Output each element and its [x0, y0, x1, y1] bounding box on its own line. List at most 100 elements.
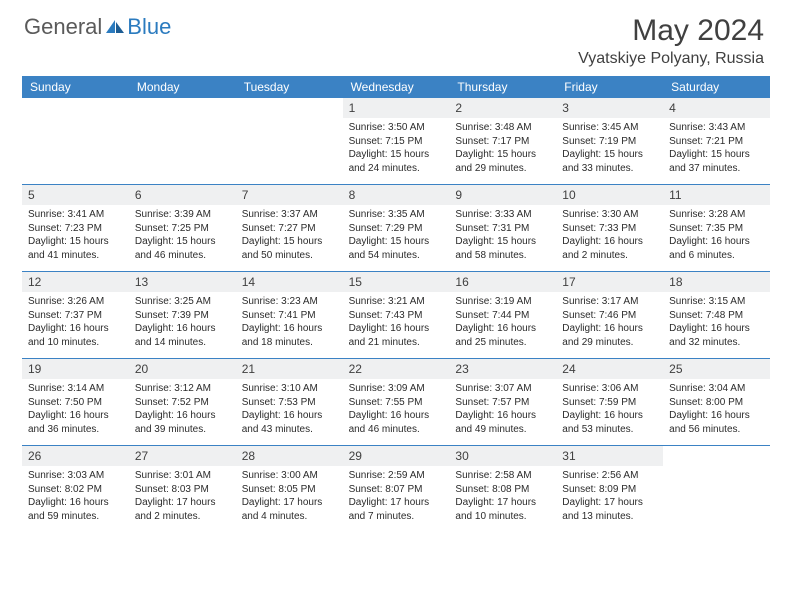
calendar-day: 30Sunrise: 2:58 AMSunset: 8:08 PMDayligh…: [449, 446, 556, 532]
calendar-day: 20Sunrise: 3:12 AMSunset: 7:52 PMDayligh…: [129, 359, 236, 445]
title-block: May 2024 Vyatskiye Polyany, Russia: [578, 14, 764, 68]
sunset-text: Sunset: 7:50 PM: [28, 396, 123, 410]
weekday-header: Saturday: [663, 76, 770, 98]
daylight-text: Daylight: 15 hours and 41 minutes.: [28, 235, 123, 262]
calendar-day: 31Sunrise: 2:56 AMSunset: 8:09 PMDayligh…: [556, 446, 663, 532]
calendar-day: 28Sunrise: 3:00 AMSunset: 8:05 PMDayligh…: [236, 446, 343, 532]
sunset-text: Sunset: 7:46 PM: [562, 309, 657, 323]
day-number: 30: [449, 446, 556, 466]
location-text: Vyatskiye Polyany, Russia: [578, 50, 764, 68]
calendar-week: 26Sunrise: 3:03 AMSunset: 8:02 PMDayligh…: [22, 446, 770, 532]
sunrise-text: Sunrise: 3:33 AM: [455, 208, 550, 222]
sunset-text: Sunset: 7:37 PM: [28, 309, 123, 323]
calendar-day: 3Sunrise: 3:45 AMSunset: 7:19 PMDaylight…: [556, 98, 663, 184]
sunset-text: Sunset: 7:23 PM: [28, 222, 123, 236]
calendar: Sunday Monday Tuesday Wednesday Thursday…: [22, 76, 770, 532]
day-details: Sunrise: 3:07 AMSunset: 7:57 PMDaylight:…: [449, 379, 556, 440]
daylight-text: Daylight: 16 hours and 53 minutes.: [562, 409, 657, 436]
calendar-day: 21Sunrise: 3:10 AMSunset: 7:53 PMDayligh…: [236, 359, 343, 445]
day-number: 13: [129, 272, 236, 292]
sunrise-text: Sunrise: 3:37 AM: [242, 208, 337, 222]
sunrise-text: Sunrise: 3:19 AM: [455, 295, 550, 309]
daylight-text: Daylight: 15 hours and 29 minutes.: [455, 148, 550, 175]
weekday-header: Tuesday: [236, 76, 343, 98]
day-details: Sunrise: 3:28 AMSunset: 7:35 PMDaylight:…: [663, 205, 770, 266]
day-number: 3: [556, 98, 663, 118]
daylight-text: Daylight: 17 hours and 13 minutes.: [562, 496, 657, 523]
sunrise-text: Sunrise: 3:15 AM: [669, 295, 764, 309]
sunset-text: Sunset: 8:07 PM: [349, 483, 444, 497]
day-number: 1: [343, 98, 450, 118]
sunrise-text: Sunrise: 3:04 AM: [669, 382, 764, 396]
sunrise-text: Sunrise: 3:35 AM: [349, 208, 444, 222]
calendar-day: 22Sunrise: 3:09 AMSunset: 7:55 PMDayligh…: [343, 359, 450, 445]
sunset-text: Sunset: 7:19 PM: [562, 135, 657, 149]
calendar-day: 9Sunrise: 3:33 AMSunset: 7:31 PMDaylight…: [449, 185, 556, 271]
calendar-day: [22, 98, 129, 184]
sunset-text: Sunset: 7:52 PM: [135, 396, 230, 410]
sunrise-text: Sunrise: 3:48 AM: [455, 121, 550, 135]
sunset-text: Sunset: 7:59 PM: [562, 396, 657, 410]
sunset-text: Sunset: 7:29 PM: [349, 222, 444, 236]
day-number: 31: [556, 446, 663, 466]
calendar-week: 12Sunrise: 3:26 AMSunset: 7:37 PMDayligh…: [22, 272, 770, 359]
sunrise-text: Sunrise: 3:21 AM: [349, 295, 444, 309]
sunset-text: Sunset: 8:00 PM: [669, 396, 764, 410]
sunset-text: Sunset: 7:15 PM: [349, 135, 444, 149]
sunrise-text: Sunrise: 3:01 AM: [135, 469, 230, 483]
sunrise-text: Sunrise: 3:28 AM: [669, 208, 764, 222]
daylight-text: Daylight: 15 hours and 33 minutes.: [562, 148, 657, 175]
daylight-text: Daylight: 16 hours and 49 minutes.: [455, 409, 550, 436]
daylight-text: Daylight: 17 hours and 4 minutes.: [242, 496, 337, 523]
day-details: Sunrise: 3:00 AMSunset: 8:05 PMDaylight:…: [236, 466, 343, 527]
day-details: Sunrise: 3:21 AMSunset: 7:43 PMDaylight:…: [343, 292, 450, 353]
sunset-text: Sunset: 7:21 PM: [669, 135, 764, 149]
weekday-header: Monday: [129, 76, 236, 98]
day-details: Sunrise: 3:17 AMSunset: 7:46 PMDaylight:…: [556, 292, 663, 353]
calendar-day: 2Sunrise: 3:48 AMSunset: 7:17 PMDaylight…: [449, 98, 556, 184]
daylight-text: Daylight: 16 hours and 32 minutes.: [669, 322, 764, 349]
sunrise-text: Sunrise: 3:10 AM: [242, 382, 337, 396]
calendar-day: [663, 446, 770, 532]
sunset-text: Sunset: 7:35 PM: [669, 222, 764, 236]
day-number: 7: [236, 185, 343, 205]
day-number: 20: [129, 359, 236, 379]
brand-text-2: Blue: [127, 14, 171, 40]
day-details: Sunrise: 3:10 AMSunset: 7:53 PMDaylight:…: [236, 379, 343, 440]
day-number: 14: [236, 272, 343, 292]
daylight-text: Daylight: 15 hours and 50 minutes.: [242, 235, 337, 262]
calendar-day: [129, 98, 236, 184]
day-details: Sunrise: 3:30 AMSunset: 7:33 PMDaylight:…: [556, 205, 663, 266]
sunset-text: Sunset: 7:31 PM: [455, 222, 550, 236]
day-number: 15: [343, 272, 450, 292]
sunrise-text: Sunrise: 3:23 AM: [242, 295, 337, 309]
daylight-text: Daylight: 17 hours and 7 minutes.: [349, 496, 444, 523]
day-details: Sunrise: 3:35 AMSunset: 7:29 PMDaylight:…: [343, 205, 450, 266]
sunset-text: Sunset: 7:39 PM: [135, 309, 230, 323]
calendar-day: 29Sunrise: 2:59 AMSunset: 8:07 PMDayligh…: [343, 446, 450, 532]
sunrise-text: Sunrise: 3:25 AM: [135, 295, 230, 309]
day-number: 25: [663, 359, 770, 379]
calendar-day: 27Sunrise: 3:01 AMSunset: 8:03 PMDayligh…: [129, 446, 236, 532]
day-details: Sunrise: 3:43 AMSunset: 7:21 PMDaylight:…: [663, 118, 770, 179]
day-details: Sunrise: 3:06 AMSunset: 7:59 PMDaylight:…: [556, 379, 663, 440]
calendar-week: 5Sunrise: 3:41 AMSunset: 7:23 PMDaylight…: [22, 185, 770, 272]
calendar-day: 25Sunrise: 3:04 AMSunset: 8:00 PMDayligh…: [663, 359, 770, 445]
sunset-text: Sunset: 7:41 PM: [242, 309, 337, 323]
day-number: 10: [556, 185, 663, 205]
calendar-day: 16Sunrise: 3:19 AMSunset: 7:44 PMDayligh…: [449, 272, 556, 358]
daylight-text: Daylight: 16 hours and 29 minutes.: [562, 322, 657, 349]
day-number: 28: [236, 446, 343, 466]
sunrise-text: Sunrise: 2:59 AM: [349, 469, 444, 483]
day-number: 18: [663, 272, 770, 292]
sunset-text: Sunset: 7:53 PM: [242, 396, 337, 410]
sunset-text: Sunset: 8:03 PM: [135, 483, 230, 497]
calendar-day: 23Sunrise: 3:07 AMSunset: 7:57 PMDayligh…: [449, 359, 556, 445]
weekday-header: Friday: [556, 76, 663, 98]
daylight-text: Daylight: 15 hours and 24 minutes.: [349, 148, 444, 175]
sunrise-text: Sunrise: 3:03 AM: [28, 469, 123, 483]
calendar-day: 1Sunrise: 3:50 AMSunset: 7:15 PMDaylight…: [343, 98, 450, 184]
daylight-text: Daylight: 16 hours and 36 minutes.: [28, 409, 123, 436]
sunset-text: Sunset: 7:25 PM: [135, 222, 230, 236]
day-number: 23: [449, 359, 556, 379]
